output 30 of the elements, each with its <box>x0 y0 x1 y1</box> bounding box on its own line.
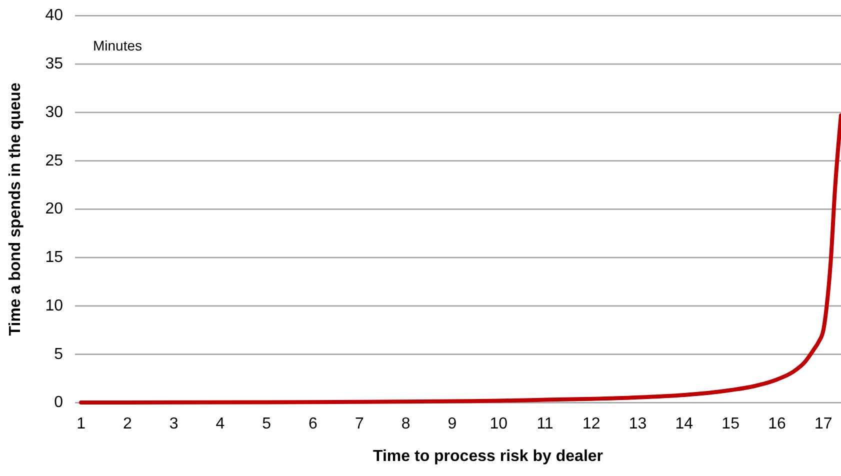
y-tick-label: 30 <box>45 104 64 121</box>
x-tick-label: 8 <box>401 416 410 433</box>
x-tick-label: 15 <box>722 416 740 433</box>
line-series <box>79 113 841 405</box>
x-tick-label: 10 <box>490 416 508 433</box>
y-tick-label: 0 <box>54 394 64 412</box>
y-tick-label: 25 <box>45 152 64 170</box>
x-axis-title: Time to process risk by dealer <box>372 448 604 465</box>
x-tick-label: 7 <box>354 416 364 433</box>
x-tick-label: 1 <box>76 416 86 433</box>
x-tick-label: 11 <box>536 416 554 433</box>
y-tick-label: 5 <box>54 346 64 363</box>
x-tick-label: 3 <box>169 416 178 433</box>
y-tick-label: 20 <box>45 200 64 218</box>
x-tick-label: 6 <box>308 416 318 433</box>
x-tick-label: 12 <box>582 416 600 433</box>
y-axis-title: Time a bond spends in the queue <box>7 82 24 336</box>
x-tick-label: 17 <box>814 416 832 433</box>
x-tick-label: 9 <box>448 416 457 433</box>
x-tick-label: 5 <box>262 416 272 433</box>
y-tick-label: 35 <box>45 56 64 73</box>
y-tick-label: 40 <box>45 7 64 24</box>
y-tick-label: 10 <box>45 297 64 314</box>
x-tick-label: 13 <box>628 416 647 433</box>
x-tick-label: 4 <box>216 416 225 433</box>
y-tick-label: 15 <box>45 249 64 266</box>
x-tick-label: 16 <box>768 416 786 433</box>
x-tick-label: 2 <box>122 416 132 433</box>
annotation: Minutes <box>93 38 142 54</box>
x-tick-label: 14 <box>675 416 694 433</box>
